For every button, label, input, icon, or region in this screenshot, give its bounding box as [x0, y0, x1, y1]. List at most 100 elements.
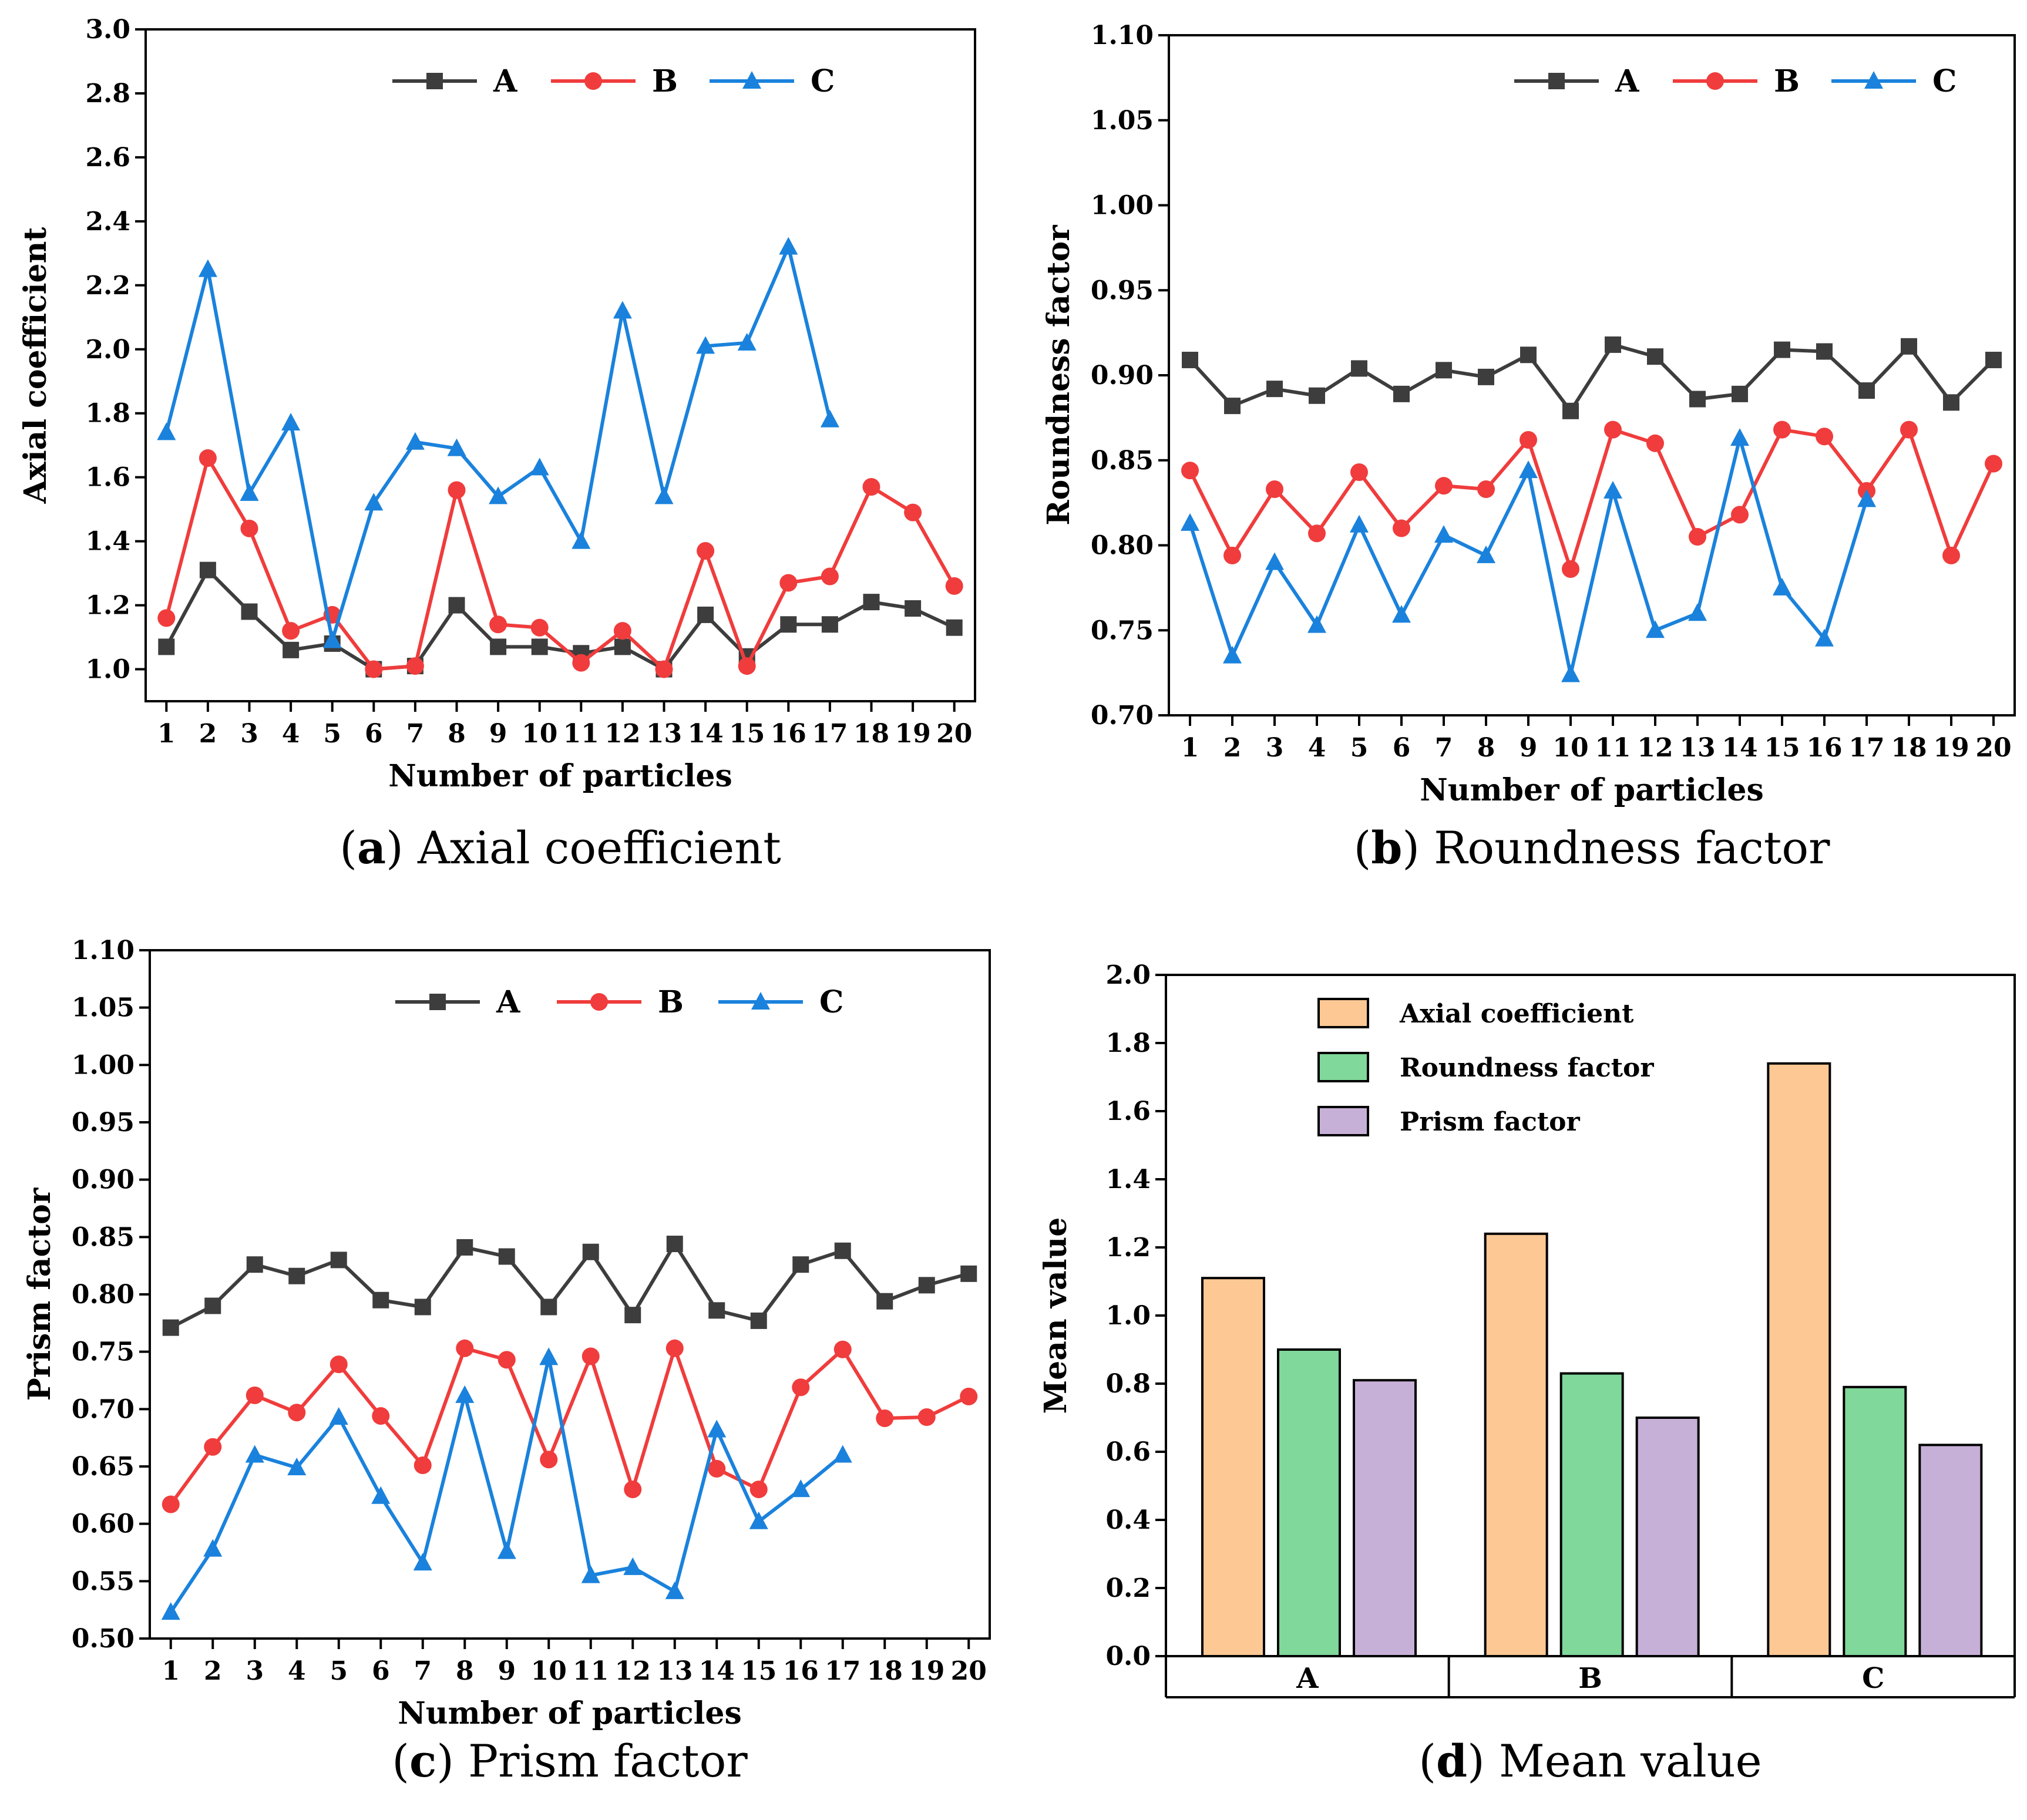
y-tick-label: 1.10	[1091, 21, 1154, 51]
legend-label: Roundness factor	[1400, 1053, 1654, 1083]
data-point-A	[918, 1277, 935, 1294]
data-point-B	[1604, 420, 1622, 439]
x-tick-label: 18	[1891, 733, 1927, 763]
x-tick-label: 17	[812, 719, 848, 749]
data-point-A	[1224, 398, 1241, 415]
x-tick-label: 1	[1181, 733, 1199, 763]
x-tick-label: 10	[531, 1656, 567, 1686]
y-tick-label: 1.6	[85, 463, 130, 493]
data-point-B	[1942, 546, 1960, 564]
x-tick-label: 15	[729, 719, 765, 749]
data-point-B	[1308, 524, 1326, 543]
caption-text: Prism factor	[468, 1735, 748, 1787]
data-point-B	[1900, 420, 1918, 439]
y-tick-label: 0.2	[1105, 1573, 1151, 1603]
y-axis-label: Prism factor	[22, 1187, 58, 1401]
data-point-A	[834, 1242, 851, 1259]
x-tick-label: 8	[448, 719, 466, 749]
plot-frame	[149, 949, 991, 1640]
bar	[1767, 1062, 1831, 1658]
legend-label: Axial coefficient	[1399, 999, 1634, 1029]
panel-caption: (c) Prism factor	[392, 1735, 748, 1787]
data-point-B	[876, 1409, 894, 1427]
data-point-B	[779, 574, 798, 592]
x-tick-label: 10	[1552, 733, 1588, 763]
data-point-A	[1520, 346, 1537, 364]
data-point-C	[1265, 552, 1284, 570]
y-tick-label: 0.50	[72, 1624, 135, 1654]
data-point-C	[364, 493, 384, 511]
y-tick-label: 2.6	[85, 143, 130, 173]
data-point-C	[287, 1457, 307, 1475]
x-tick-label: 3	[1266, 733, 1284, 763]
data-point-B	[489, 615, 507, 634]
series-line-C	[164, 245, 832, 642]
data-point-A	[1309, 387, 1325, 404]
data-point-B	[792, 1378, 810, 1397]
y-tick-label: 2.2	[85, 271, 130, 301]
x-tick-label: 9	[1520, 733, 1538, 763]
legend-label-B: B	[658, 984, 684, 1020]
y-tick-label: 2.8	[85, 79, 130, 109]
y-tick-label: 0.85	[1091, 446, 1154, 476]
series-C	[157, 237, 839, 648]
series-B	[157, 449, 963, 678]
data-point-C	[707, 1419, 727, 1438]
data-point-B	[365, 660, 383, 678]
data-point-A	[414, 1298, 431, 1316]
x-tick-label: 20	[936, 719, 972, 749]
x-tick-label: 4	[288, 1656, 306, 1686]
caption-paren: (	[392, 1735, 409, 1787]
data-point-C	[665, 1581, 684, 1599]
bar	[1353, 1379, 1417, 1657]
legend-label-C: C	[1932, 63, 1957, 99]
chart-a: 1.0 1.2 1.4 1.6 1.8 2.0 2.2 2.4 2.6 2.8 3.0 Axial c…	[18, 15, 976, 874]
y-axis-label: Mean value	[1038, 1217, 1074, 1414]
data-point-C	[613, 301, 632, 319]
data-point-C	[1857, 489, 1876, 507]
series-line-B	[1188, 428, 1995, 571]
y-tick-label: 0.80	[1091, 531, 1154, 561]
x-tick-label: 4	[282, 719, 300, 749]
data-point-A	[330, 1252, 347, 1269]
data-point-A	[1647, 348, 1663, 365]
data-point-B	[530, 618, 549, 637]
x-tick-label: 11	[563, 719, 599, 749]
x-tick-label: 4	[1308, 733, 1326, 763]
caption-text: Roundness factor	[1434, 822, 1830, 874]
x-tick-label: 1	[162, 1656, 180, 1686]
x-tick-label: 18	[853, 719, 889, 749]
y-tick-label: 1.0	[1105, 1301, 1151, 1331]
data-point-B	[330, 1355, 348, 1374]
bar	[1484, 1232, 1548, 1658]
legend-marker-C	[1864, 71, 1883, 89]
x-axis-label: Number of particles	[398, 1695, 741, 1731]
data-point-B	[1646, 434, 1664, 452]
data-point-B	[624, 1481, 642, 1499]
x-tick-label: 13	[646, 719, 682, 749]
data-point-B	[1181, 462, 1199, 480]
data-point-B	[1223, 546, 1241, 564]
data-point-A	[204, 1297, 221, 1314]
data-point-B	[581, 1347, 600, 1365]
y-tick-label: 3.0	[85, 15, 130, 45]
series-line-B	[169, 1346, 970, 1506]
data-point-C	[1646, 620, 1665, 638]
y-tick-label: 0.85	[72, 1222, 135, 1252]
x-tick-label: 17	[825, 1656, 860, 1686]
x-tick-label: 6	[365, 719, 383, 749]
x-tick-label: 5	[323, 719, 341, 749]
caption-letter: d	[1436, 1735, 1467, 1787]
data-point-A	[821, 616, 838, 633]
data-point-A	[1943, 394, 1959, 411]
data-point-A	[708, 1302, 725, 1319]
data-point-B	[1435, 477, 1453, 495]
chart-c: 0.50 0.55 0.60 0.65 0.70 0.75 0.80 0.85 0.90 0.95…	[22, 936, 991, 1787]
x-tick-label: 12	[615, 1656, 651, 1686]
legend-marker-B	[584, 72, 602, 90]
data-point-B	[821, 567, 839, 586]
plot-frame	[144, 28, 976, 702]
data-point-C	[405, 432, 425, 450]
data-point-B	[246, 1386, 264, 1404]
